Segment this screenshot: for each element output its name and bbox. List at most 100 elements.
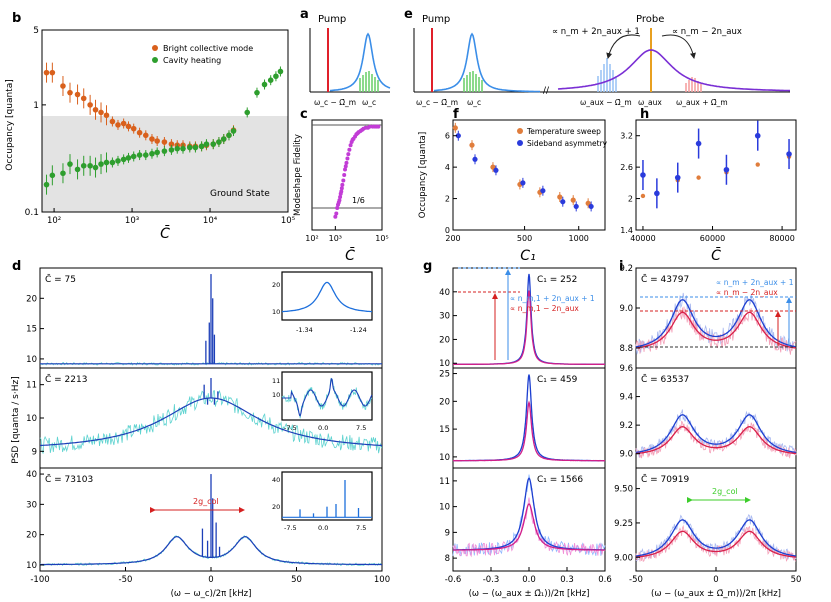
- axes-frame-b: [41, 29, 289, 213]
- h-point-sideband: [654, 190, 660, 197]
- e-sidebands: [463, 58, 702, 92]
- i-ytick-label: 9.00: [614, 553, 633, 563]
- f-point-temperature: [557, 194, 563, 200]
- b-point-cavity: [216, 139, 222, 145]
- d-ytick-label: 10: [26, 561, 37, 571]
- b-xtick-label: 10²: [47, 216, 61, 226]
- panel-label-f: f: [453, 107, 459, 122]
- g-fit-blue: [453, 477, 605, 551]
- a-xtick-1: ω_c: [362, 98, 376, 107]
- b-point-cavity: [267, 77, 274, 83]
- b-point-bright: [60, 83, 66, 89]
- b-point-cavity: [168, 147, 175, 153]
- panel-label-a: a: [300, 7, 309, 22]
- i-spectra: [635, 292, 797, 562]
- e-arrow-left: [606, 34, 641, 59]
- b-point-cavity: [277, 68, 284, 75]
- b-ylabel: Occupancy [quanta]: [5, 79, 15, 170]
- h-point-sideband: [786, 151, 792, 157]
- b-point-cavity: [87, 162, 93, 169]
- c-data-points: [333, 124, 381, 219]
- i-ytick-label: 9.6: [619, 364, 633, 374]
- g-ytick-label: 20: [439, 397, 450, 407]
- f-point-temperature: [452, 125, 458, 131]
- f-ticks: 200 500 1000 0 2 4 6: [445, 132, 589, 243]
- f-ylabel: Occupancy [quanta]: [418, 132, 428, 218]
- b-point-bright: [125, 123, 132, 130]
- h-point-temperature: [696, 175, 701, 180]
- legend-marker-cavity: [152, 57, 158, 63]
- d-xlabel: (ω − ω_c)/2π [kHz]: [171, 589, 252, 599]
- g-frame-1: [452, 267, 606, 369]
- b-point-bright: [43, 69, 50, 76]
- i-fit-red: [635, 530, 797, 558]
- b-point-bright: [92, 106, 99, 113]
- b-point-cavity: [130, 153, 137, 160]
- d-gcol-label: 2g_col: [193, 497, 219, 506]
- i-label-3: C̄ = 70919: [641, 473, 689, 485]
- f-point-sideband: [540, 188, 546, 194]
- d-inset3-xtick-2: 7.5: [356, 524, 366, 532]
- b-point-cavity: [198, 143, 205, 150]
- d-raw-spectrum: [39, 389, 383, 454]
- i-ytick-label: 9.4: [619, 393, 633, 403]
- b-point-cavity: [186, 144, 193, 151]
- panel-label-g: g: [423, 259, 432, 274]
- g-ytick-label: 11: [439, 477, 450, 487]
- i-fit-red: [635, 311, 797, 349]
- d-inset2-ytick-0: 10: [272, 391, 280, 399]
- c-point: [340, 182, 345, 187]
- b-data-points: [43, 62, 284, 195]
- d-inset2-ytick-1: 11: [272, 377, 280, 385]
- h-point-temperature: [755, 162, 760, 167]
- b-point-cavity: [92, 164, 99, 171]
- b-point-cavity: [103, 159, 110, 166]
- d-ytick-label: 11: [26, 381, 37, 391]
- d-inset-curves: [281, 281, 373, 518]
- i-fit-blue: [635, 414, 797, 454]
- f-point-sideband: [472, 156, 478, 162]
- b-point-cavity: [261, 81, 268, 88]
- d-ytick-label: 15: [26, 325, 37, 335]
- c-xtick-label: 10²: [305, 234, 318, 243]
- e-cavity-lorentzian: [433, 32, 541, 93]
- d-ytick-label: 20: [26, 294, 37, 304]
- axes-frame-h: [635, 119, 797, 231]
- e-probe-title: Probe: [636, 14, 664, 25]
- a-xtick-0: ω_c − Ω̄_m: [314, 98, 356, 107]
- b-point-cavity: [154, 149, 160, 156]
- d-ytick-label: 30: [26, 500, 37, 510]
- e-xtick-1: ω_c: [467, 98, 481, 107]
- g-ytick-label: 20: [439, 335, 450, 345]
- f-point-sideband: [573, 203, 579, 210]
- h-xlabel: C̄: [711, 246, 721, 264]
- i-ytick-label: 9.2: [619, 421, 633, 431]
- g-spectra: [452, 273, 606, 558]
- b-point-bright: [49, 69, 56, 76]
- f-ytick-label: 6: [445, 132, 450, 141]
- i-annot-blue: ∝ n_m + 2n_aux + 1: [716, 278, 794, 287]
- g-label-1: C₁ = 252: [537, 275, 577, 285]
- f-xlabel: C₁: [520, 248, 535, 264]
- b-point-bright: [115, 122, 121, 128]
- i-label-2: C̄ = 63537: [641, 373, 689, 385]
- e-aux-lorentzian: [557, 49, 790, 92]
- e-axis-break: //: [543, 86, 550, 96]
- b-point-bright: [80, 95, 87, 102]
- g-xtick-label: -0.3: [483, 575, 500, 585]
- e-xtick-3: ω_aux: [638, 98, 662, 107]
- e-annot-right: ∝ n_m − 2n_aux: [672, 27, 742, 37]
- b-xtick-label: 10⁵: [281, 216, 295, 226]
- c-point: [333, 214, 338, 219]
- g-raw-pink: [452, 497, 606, 558]
- b-point-cavity: [67, 161, 73, 167]
- b-xlabel: C̄: [160, 224, 170, 242]
- d-inset2-fit: [282, 377, 373, 417]
- i-xtick-label: 50: [791, 575, 802, 585]
- b-ticks: 10² 10³ 10⁴ 10⁵ 0.1 1 5: [25, 26, 295, 226]
- h-point-sideband: [674, 174, 681, 181]
- h-xtick-label: 80000: [769, 234, 794, 243]
- i-ytick-label: 9.0: [619, 450, 633, 460]
- g-annot-red: ∝ n_m,1 − 2n_aux: [510, 304, 579, 313]
- g-ytick-label: 10: [439, 453, 450, 463]
